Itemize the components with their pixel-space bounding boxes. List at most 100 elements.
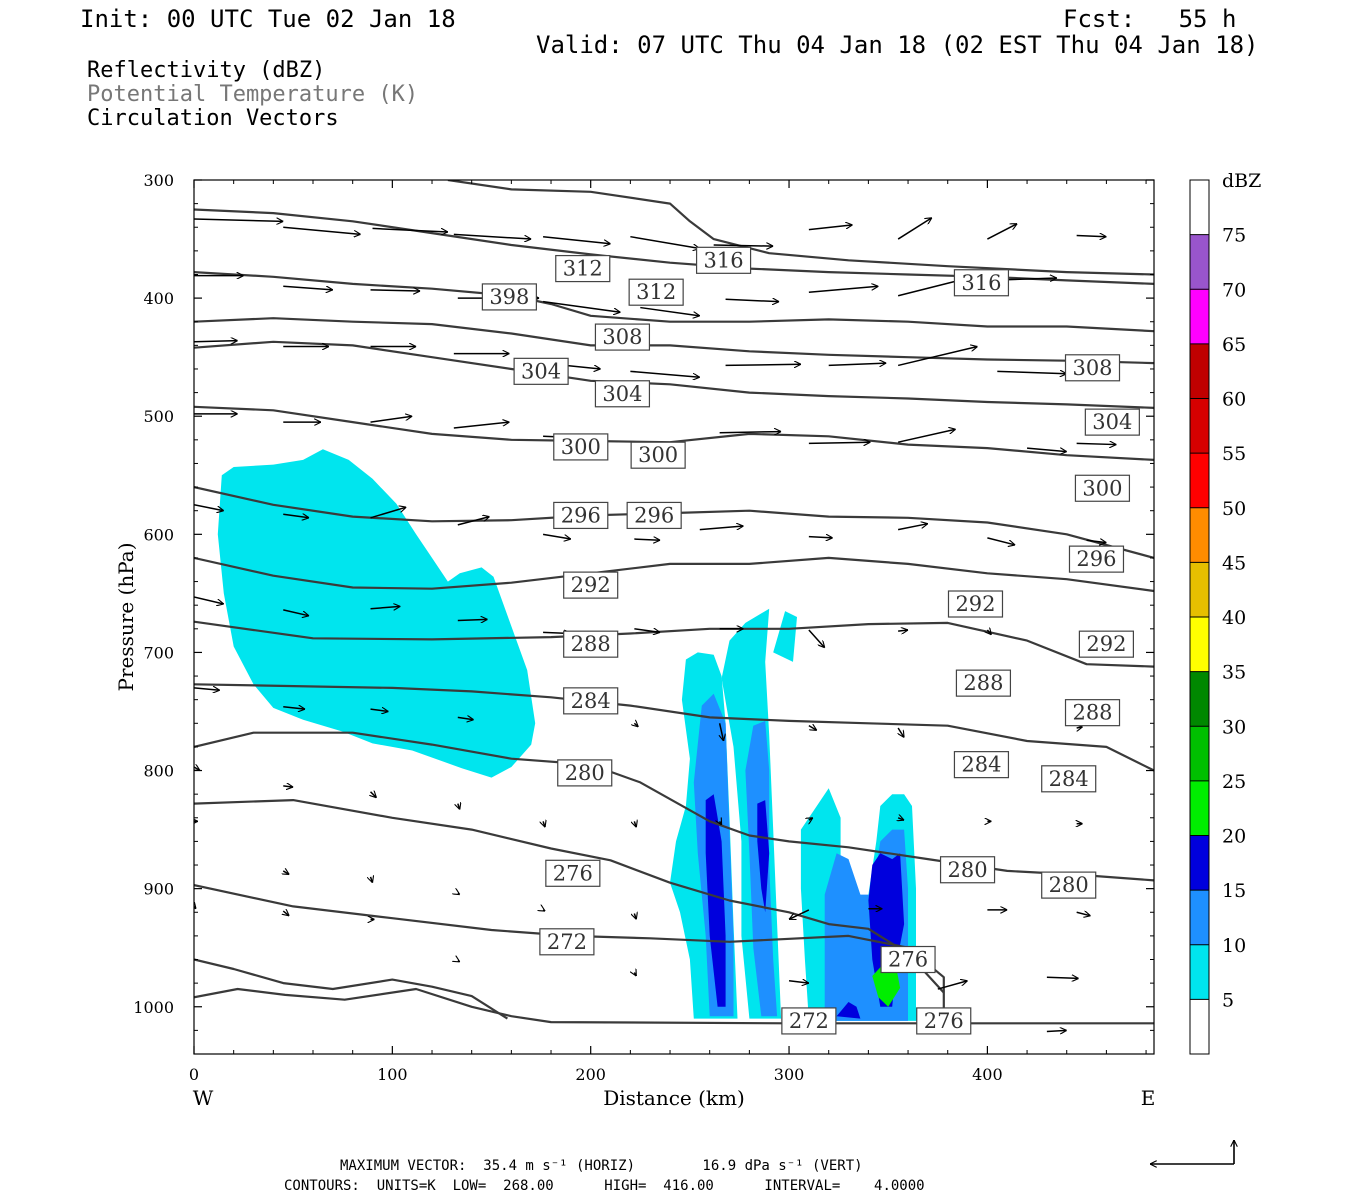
circulation-vector: [808, 286, 878, 293]
y-tick-label: 500: [143, 407, 174, 426]
circulation-vector: [372, 227, 448, 232]
contour-label-text: 316: [961, 271, 1001, 295]
contour-label-text: 292: [571, 573, 611, 597]
circulation-vector: [699, 526, 744, 531]
colorbar-label: 60: [1222, 389, 1246, 411]
circulation-vector: [789, 909, 810, 919]
x-tick-label: 0: [189, 1065, 199, 1084]
circulation-vector: [1026, 447, 1067, 452]
contour-label: 276: [545, 859, 601, 887]
circulation-vector: [458, 961, 460, 963]
circulation-vector: [809, 817, 813, 820]
circulation-vector: [458, 893, 460, 896]
contour-label: 288: [1064, 699, 1121, 727]
colorbar-label: 5: [1222, 989, 1234, 1011]
x-tick-label: 200: [575, 1065, 606, 1084]
contour-label: 292: [563, 571, 619, 599]
contour-label: 296: [553, 501, 609, 530]
circulation-vector: [1076, 236, 1107, 237]
contour-label: 304: [594, 380, 651, 408]
circulation-vector: [808, 726, 817, 732]
max-vector-info: MAXIMUM VECTOR: 35.4 m s⁻¹ (HORIZ) 16.9 …: [340, 1158, 863, 1174]
colorbar-swatch: [1190, 944, 1209, 1000]
circulation-vector: [370, 709, 389, 711]
contour-label-text: 284: [571, 689, 611, 713]
circulation-vector: [542, 300, 620, 313]
colorbar-label: 10: [1222, 935, 1246, 957]
theta-contour-308: [194, 317, 1154, 365]
contour-label: 316: [695, 246, 752, 274]
circulation-vector: [713, 245, 774, 246]
circulation-vector: [719, 432, 781, 433]
circulation-vector: [828, 363, 887, 365]
contour-label: 312: [628, 278, 684, 306]
circulation-vector: [371, 877, 373, 883]
reflectivity-fill: [217, 449, 920, 1021]
legend-circulation-vectors: Circulation Vectors: [87, 106, 339, 131]
circulation-vector: [634, 629, 660, 633]
circulation-vector: [457, 717, 474, 719]
contour-label-text: 304: [602, 382, 642, 406]
y-tick-label: 900: [143, 880, 174, 899]
circulation-vector: [453, 422, 510, 429]
contour-label-text: 296: [561, 503, 601, 527]
circulation-vector: [898, 727, 904, 737]
circulation-vector: [542, 533, 571, 539]
contour-info: CONTOURS: UNITS=K LOW= 268.00 HIGH= 416.…: [284, 1178, 925, 1194]
x-axis-east-label: E: [1141, 1086, 1156, 1110]
circulation-vector: [283, 226, 360, 234]
contour-label-text: 296: [634, 503, 674, 527]
colorbar-label: 75: [1222, 225, 1246, 247]
colorbar-label: 20: [1222, 826, 1246, 848]
circulation-vector: [371, 792, 377, 798]
circulation-vector: [725, 364, 801, 365]
y-tick-label: 700: [143, 643, 174, 662]
contour-label-text: 398: [489, 285, 529, 309]
circulation-vector: [194, 688, 220, 690]
valid-time: Valid: 07 UTC Thu 04 Jan 18 (02 EST Thu …: [536, 31, 1259, 59]
colorbar-label: 25: [1222, 771, 1246, 793]
circulation-vector: [543, 235, 610, 244]
reflectivity-region-5dbz: [217, 449, 536, 778]
circulation-vector: [630, 370, 699, 377]
circulation-vector: [898, 818, 904, 820]
colorbar-swatch: [1190, 999, 1209, 1054]
circulation-vector: [194, 219, 283, 221]
contour-label-text: 316: [704, 248, 744, 272]
contour-label-text: 312: [636, 280, 676, 304]
circulation-vector: [634, 973, 637, 977]
contour-label-text: 292: [955, 592, 995, 616]
legend-potential-temperature: Potential Temperature (K): [87, 82, 419, 107]
forecast-hour: Fcst: 55 h: [1063, 5, 1237, 33]
colorbar-swatch: [1190, 617, 1209, 672]
colorbar-label: 45: [1222, 552, 1246, 574]
contour-label: 284: [563, 687, 619, 715]
contour-label-text: 308: [1072, 356, 1112, 380]
circulation-vector: [283, 911, 289, 916]
circulation-vector: [1046, 977, 1079, 978]
circulation-vector: [283, 609, 309, 616]
colorbar-swatch: [1190, 835, 1209, 891]
colorbar-swatch: [1190, 780, 1209, 836]
colorbar-swatch: [1190, 453, 1209, 508]
colorbar-title: dBZ: [1222, 170, 1261, 192]
circulation-vector: [987, 630, 991, 635]
circulation-vector: [897, 279, 963, 297]
colorbar-swatch: [1190, 890, 1209, 945]
x-tick-label: 400: [972, 1065, 1003, 1084]
colorbar-swatch: [1190, 180, 1209, 235]
colorbar-label: 50: [1222, 498, 1246, 520]
contour-label: 296: [626, 501, 682, 530]
circulation-vector: [720, 821, 723, 825]
theta-contour-276: [194, 798, 945, 994]
contour-label-text: 272: [789, 1009, 829, 1033]
circulation-vector: [987, 223, 1017, 240]
contour-label-text: 300: [638, 443, 678, 467]
theta-contour-312: [194, 271, 1154, 333]
circulation-vector: [897, 429, 956, 443]
circulation-vector: [194, 341, 238, 342]
contour-label-text: 304: [521, 359, 561, 383]
contour-label-text: 308: [602, 325, 642, 349]
circulation-vector: [457, 517, 490, 526]
y-tick-label: 800: [143, 762, 174, 781]
